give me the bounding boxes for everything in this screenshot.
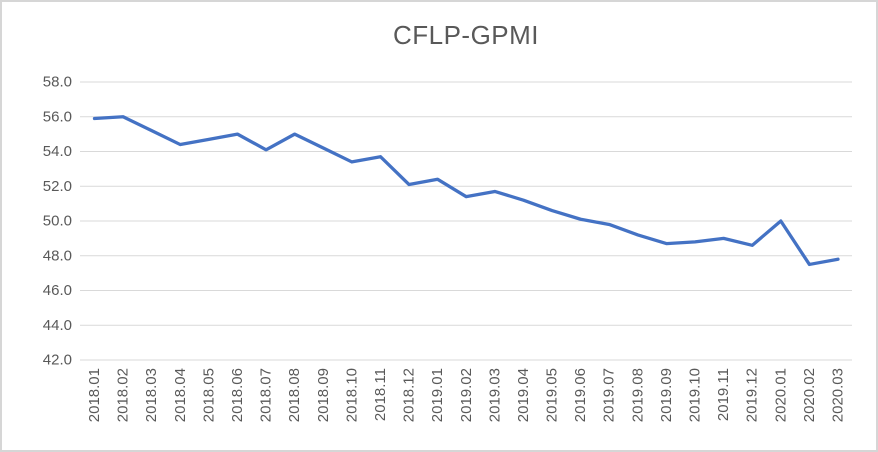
- x-axis-tick-label: 2019.08: [629, 368, 646, 422]
- y-axis-tick-label: 48.0: [43, 247, 72, 264]
- x-axis-tick-label: 2020.03: [830, 368, 847, 422]
- x-axis-tick-label: 2018.12: [401, 368, 418, 422]
- y-axis-tick-label: 54.0: [43, 143, 72, 160]
- x-axis-tick-label: 2018.11: [372, 368, 389, 421]
- x-axis-tick-label: 2018.07: [258, 368, 275, 422]
- x-axis-tick-label: 2018.04: [172, 368, 189, 422]
- x-axis-tick-label: 2019.11: [715, 368, 732, 421]
- x-axis-tick-label: 2020.02: [801, 368, 818, 422]
- x-axis-tick-label: 2019.02: [458, 368, 475, 422]
- y-axis-tick-label: 46.0: [43, 282, 72, 299]
- x-axis-tick-label: 2019.09: [658, 368, 675, 422]
- x-axis-tick-label: 2019.07: [601, 368, 618, 422]
- x-axis-tick-label: 2018.01: [86, 368, 103, 422]
- x-axis-tick-label: 2019.03: [486, 368, 503, 422]
- x-axis-tick-label: 2019.06: [572, 368, 589, 422]
- x-axis-tick-label: 2018.03: [143, 368, 160, 422]
- y-axis-tick-label: 52.0: [43, 178, 72, 195]
- y-axis-tick-label: 50.0: [43, 213, 72, 230]
- x-axis-tick-label: 2019.01: [429, 368, 446, 422]
- x-axis-tick-label: 2018.05: [200, 368, 217, 422]
- x-axis-tick-label: 2019.12: [744, 368, 761, 422]
- chart-title: CFLP-GPMI: [392, 20, 540, 50]
- x-axis-tick-label: 2018.02: [115, 368, 132, 422]
- x-axis-tick-label: 2018.06: [229, 368, 246, 422]
- y-axis-tick-label: 58.0: [43, 74, 72, 91]
- pmi-trend-line: [92, 115, 840, 267]
- y-axis-tick-label: 44.0: [43, 317, 72, 334]
- x-axis-tick-label: 2018.08: [286, 368, 303, 422]
- y-axis-tick-label: 42.0: [43, 352, 72, 369]
- y-axis-tick-label: 56.0: [43, 108, 72, 125]
- x-axis-tick-label: 2019.10: [687, 368, 704, 422]
- x-axis-tick-label: 2018.09: [315, 368, 332, 422]
- x-axis-tick-label: 2018.10: [343, 368, 360, 422]
- x-axis-tick-label: 2019.04: [515, 368, 532, 422]
- x-axis-tick-label: 2020.01: [772, 368, 789, 422]
- x-axis-tick-label: 2019.05: [544, 368, 561, 422]
